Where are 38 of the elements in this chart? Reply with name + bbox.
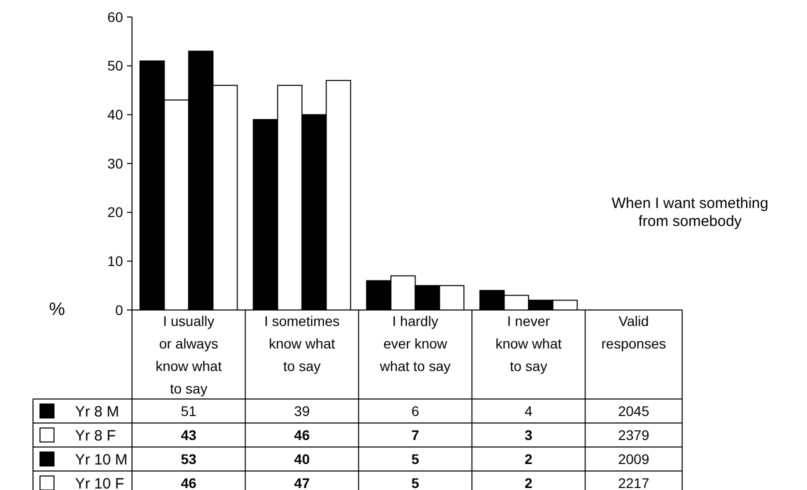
y-tick-label: 30	[107, 155, 124, 172]
data-label: 40	[294, 450, 310, 467]
legend-label: Yr 8 M	[75, 403, 120, 420]
y-axis-title: %	[48, 299, 66, 319]
data-label: 6	[411, 402, 420, 419]
data-label: 2	[524, 474, 533, 490]
y-tick-label: 40	[107, 106, 124, 123]
data-label: 47	[294, 474, 310, 490]
data-label: 7	[411, 426, 420, 443]
data-label: 5	[411, 474, 420, 490]
legend-label: Yr 10 M	[75, 451, 128, 468]
data-label: 51	[180, 402, 197, 419]
y-tick-label: 0	[115, 302, 124, 318]
y-tick-label: 10	[107, 253, 124, 270]
text: When I want something from somebody	[612, 195, 768, 230]
x-tick-label: I sometimes know what to say	[264, 313, 340, 374]
x-tick-label: I usually or always know what to say	[156, 313, 222, 396]
data-label: 2	[524, 450, 533, 467]
data-label: 43	[180, 426, 197, 443]
text: 2217	[618, 474, 650, 490]
legend-label: Yr 8 F	[75, 427, 116, 444]
data-label: 4	[524, 402, 533, 419]
y-tick-label: 50	[107, 58, 124, 74]
legend-label: Yr 10 F	[75, 475, 124, 490]
x-tick-label: I hardly ever know what to say	[378, 313, 451, 374]
data-label: 46	[180, 474, 197, 490]
data-label: 53	[180, 450, 197, 467]
data-label: 3	[524, 426, 533, 443]
y-tick-label: 20	[107, 204, 124, 220]
x-tick-label: I never know what to say	[495, 313, 562, 374]
text: 2009	[618, 450, 650, 467]
data-label: 46	[294, 426, 310, 443]
text: 2379	[618, 426, 650, 443]
data-label: 5	[411, 450, 420, 467]
text: 2045	[618, 402, 650, 419]
data-label: 39	[294, 402, 310, 419]
x-tick-label: Valid responses	[601, 313, 666, 352]
y-tick-label: 60	[107, 8, 124, 25]
